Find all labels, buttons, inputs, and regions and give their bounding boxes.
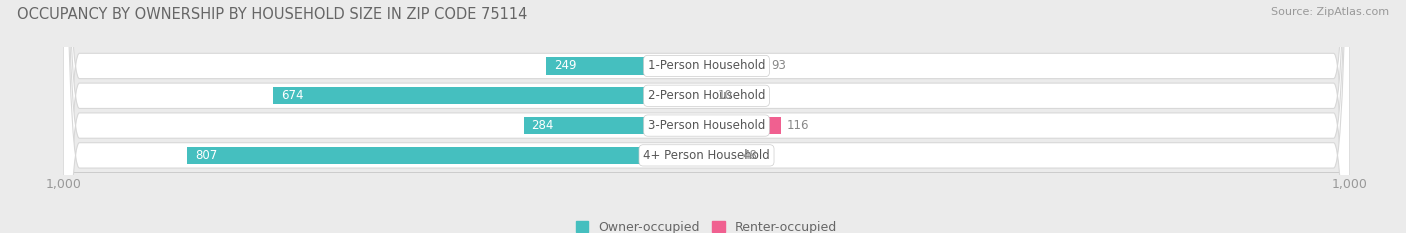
Bar <box>187 147 707 164</box>
Bar <box>707 147 737 164</box>
Legend: Owner-occupied, Renter-occupied: Owner-occupied, Renter-occupied <box>571 216 842 233</box>
Text: 674: 674 <box>281 89 304 102</box>
Text: 10: 10 <box>718 89 733 102</box>
Text: Source: ZipAtlas.com: Source: ZipAtlas.com <box>1271 7 1389 17</box>
Bar <box>707 87 713 104</box>
Bar <box>547 57 707 75</box>
Bar <box>273 87 707 104</box>
Bar <box>707 117 782 134</box>
Bar <box>524 117 707 134</box>
Text: 284: 284 <box>531 119 554 132</box>
FancyBboxPatch shape <box>63 0 1350 233</box>
Text: 1-Person Household: 1-Person Household <box>648 59 765 72</box>
Text: 4+ Person Household: 4+ Person Household <box>643 149 770 162</box>
FancyBboxPatch shape <box>63 0 1350 233</box>
Text: 93: 93 <box>772 59 786 72</box>
FancyBboxPatch shape <box>63 0 1350 233</box>
FancyBboxPatch shape <box>63 0 1350 233</box>
Bar <box>707 57 766 75</box>
Text: OCCUPANCY BY OWNERSHIP BY HOUSEHOLD SIZE IN ZIP CODE 75114: OCCUPANCY BY OWNERSHIP BY HOUSEHOLD SIZE… <box>17 7 527 22</box>
Text: 249: 249 <box>554 59 576 72</box>
Text: 807: 807 <box>195 149 218 162</box>
Text: 48: 48 <box>742 149 758 162</box>
Text: 2-Person Household: 2-Person Household <box>648 89 765 102</box>
Text: 116: 116 <box>786 119 808 132</box>
Text: 3-Person Household: 3-Person Household <box>648 119 765 132</box>
